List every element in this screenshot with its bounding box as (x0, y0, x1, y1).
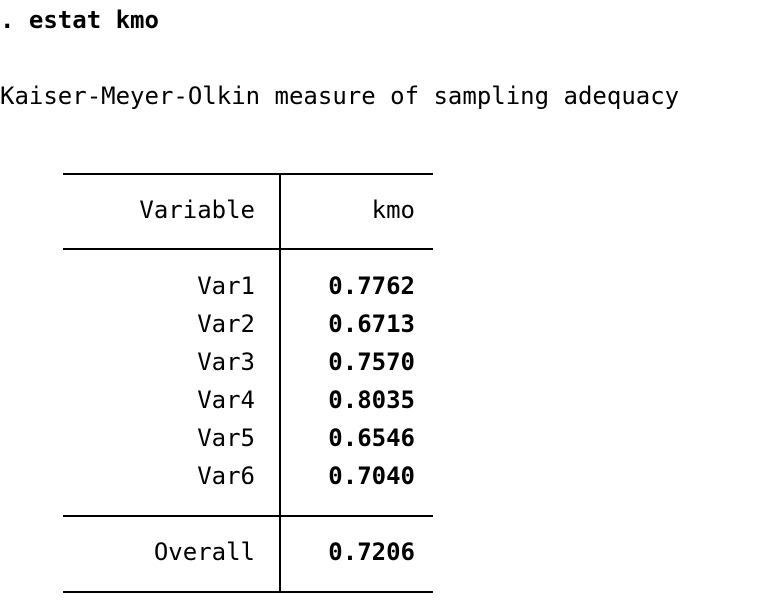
row-kmo-value: 0.6713 (328, 310, 415, 338)
header-variable: Variable (139, 196, 255, 224)
header-kmo: kmo (371, 196, 415, 224)
command-prompt: . (0, 6, 15, 34)
overall-kmo-value: 0.7206 (328, 538, 415, 566)
output-title: Kaiser-Meyer-Olkin measure of sampling a… (0, 82, 680, 110)
row-kmo-value: 0.8035 (328, 386, 415, 414)
table-top-rule (63, 173, 433, 175)
row-kmo-value: 0.6546 (328, 424, 415, 452)
command-text: estat kmo (28, 6, 159, 34)
table-bottom-rule (63, 591, 433, 593)
row-kmo-value: 0.7762 (328, 272, 415, 300)
row-kmo-value: 0.7040 (328, 462, 415, 490)
table-column-divider (279, 174, 281, 593)
row-variable: Var3 (197, 348, 255, 376)
table-overall-rule (63, 515, 433, 517)
command-line: . estat kmo (0, 1, 159, 39)
row-variable: Var4 (197, 386, 255, 414)
row-variable: Var2 (197, 310, 255, 338)
row-variable: Var5 (197, 424, 255, 452)
row-variable: Var6 (197, 462, 255, 490)
table-header-rule (63, 248, 433, 250)
overall-label: Overall (153, 538, 255, 566)
row-kmo-value: 0.7570 (328, 348, 415, 376)
row-variable: Var1 (197, 272, 255, 300)
